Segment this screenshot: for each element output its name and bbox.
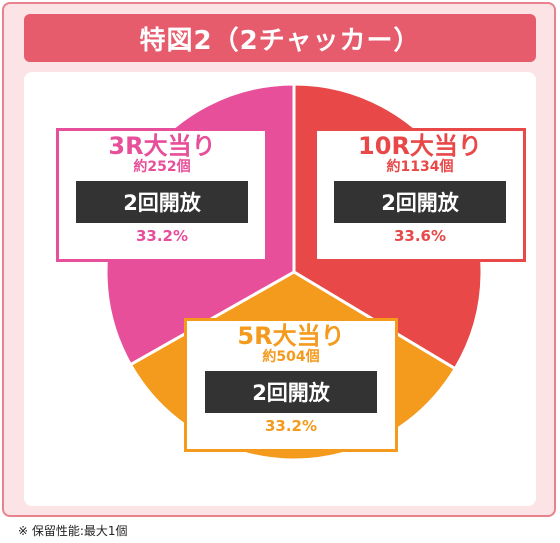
- label-5r-percent: 33.2%: [264, 417, 318, 435]
- label-10r-title: 10R大当り: [358, 132, 482, 160]
- label-3r-open: 2回開放: [76, 181, 248, 223]
- label-3r-title: 3R大当り: [108, 132, 216, 160]
- label-10r-count: 約1134個: [386, 159, 454, 175]
- label-5r-open: 2回開放: [205, 371, 377, 413]
- label-5r-title: 5R大当り: [237, 322, 345, 350]
- chart-panel: 3R大当り 約252個 2回開放 33.2% 10R大当り 約1134個 2回開…: [24, 72, 536, 506]
- label-5r-count: 約504個: [262, 349, 320, 365]
- label-10r-percent: 33.6%: [393, 227, 447, 245]
- label-3r: 3R大当り 約252個 2回開放 33.2%: [56, 128, 268, 262]
- label-10r: 10R大当り 約1134個 2回開放 33.6%: [314, 128, 526, 262]
- label-3r-percent: 33.2%: [135, 227, 189, 245]
- chart-title: 特図2（2チャッカー）: [24, 14, 536, 62]
- label-10r-open: 2回開放: [334, 181, 506, 223]
- label-5r: 5R大当り 約504個 2回開放 33.2%: [184, 318, 398, 452]
- label-3r-count: 約252個: [133, 159, 191, 175]
- footnote: ※ 保留性能:最大1個: [18, 524, 128, 538]
